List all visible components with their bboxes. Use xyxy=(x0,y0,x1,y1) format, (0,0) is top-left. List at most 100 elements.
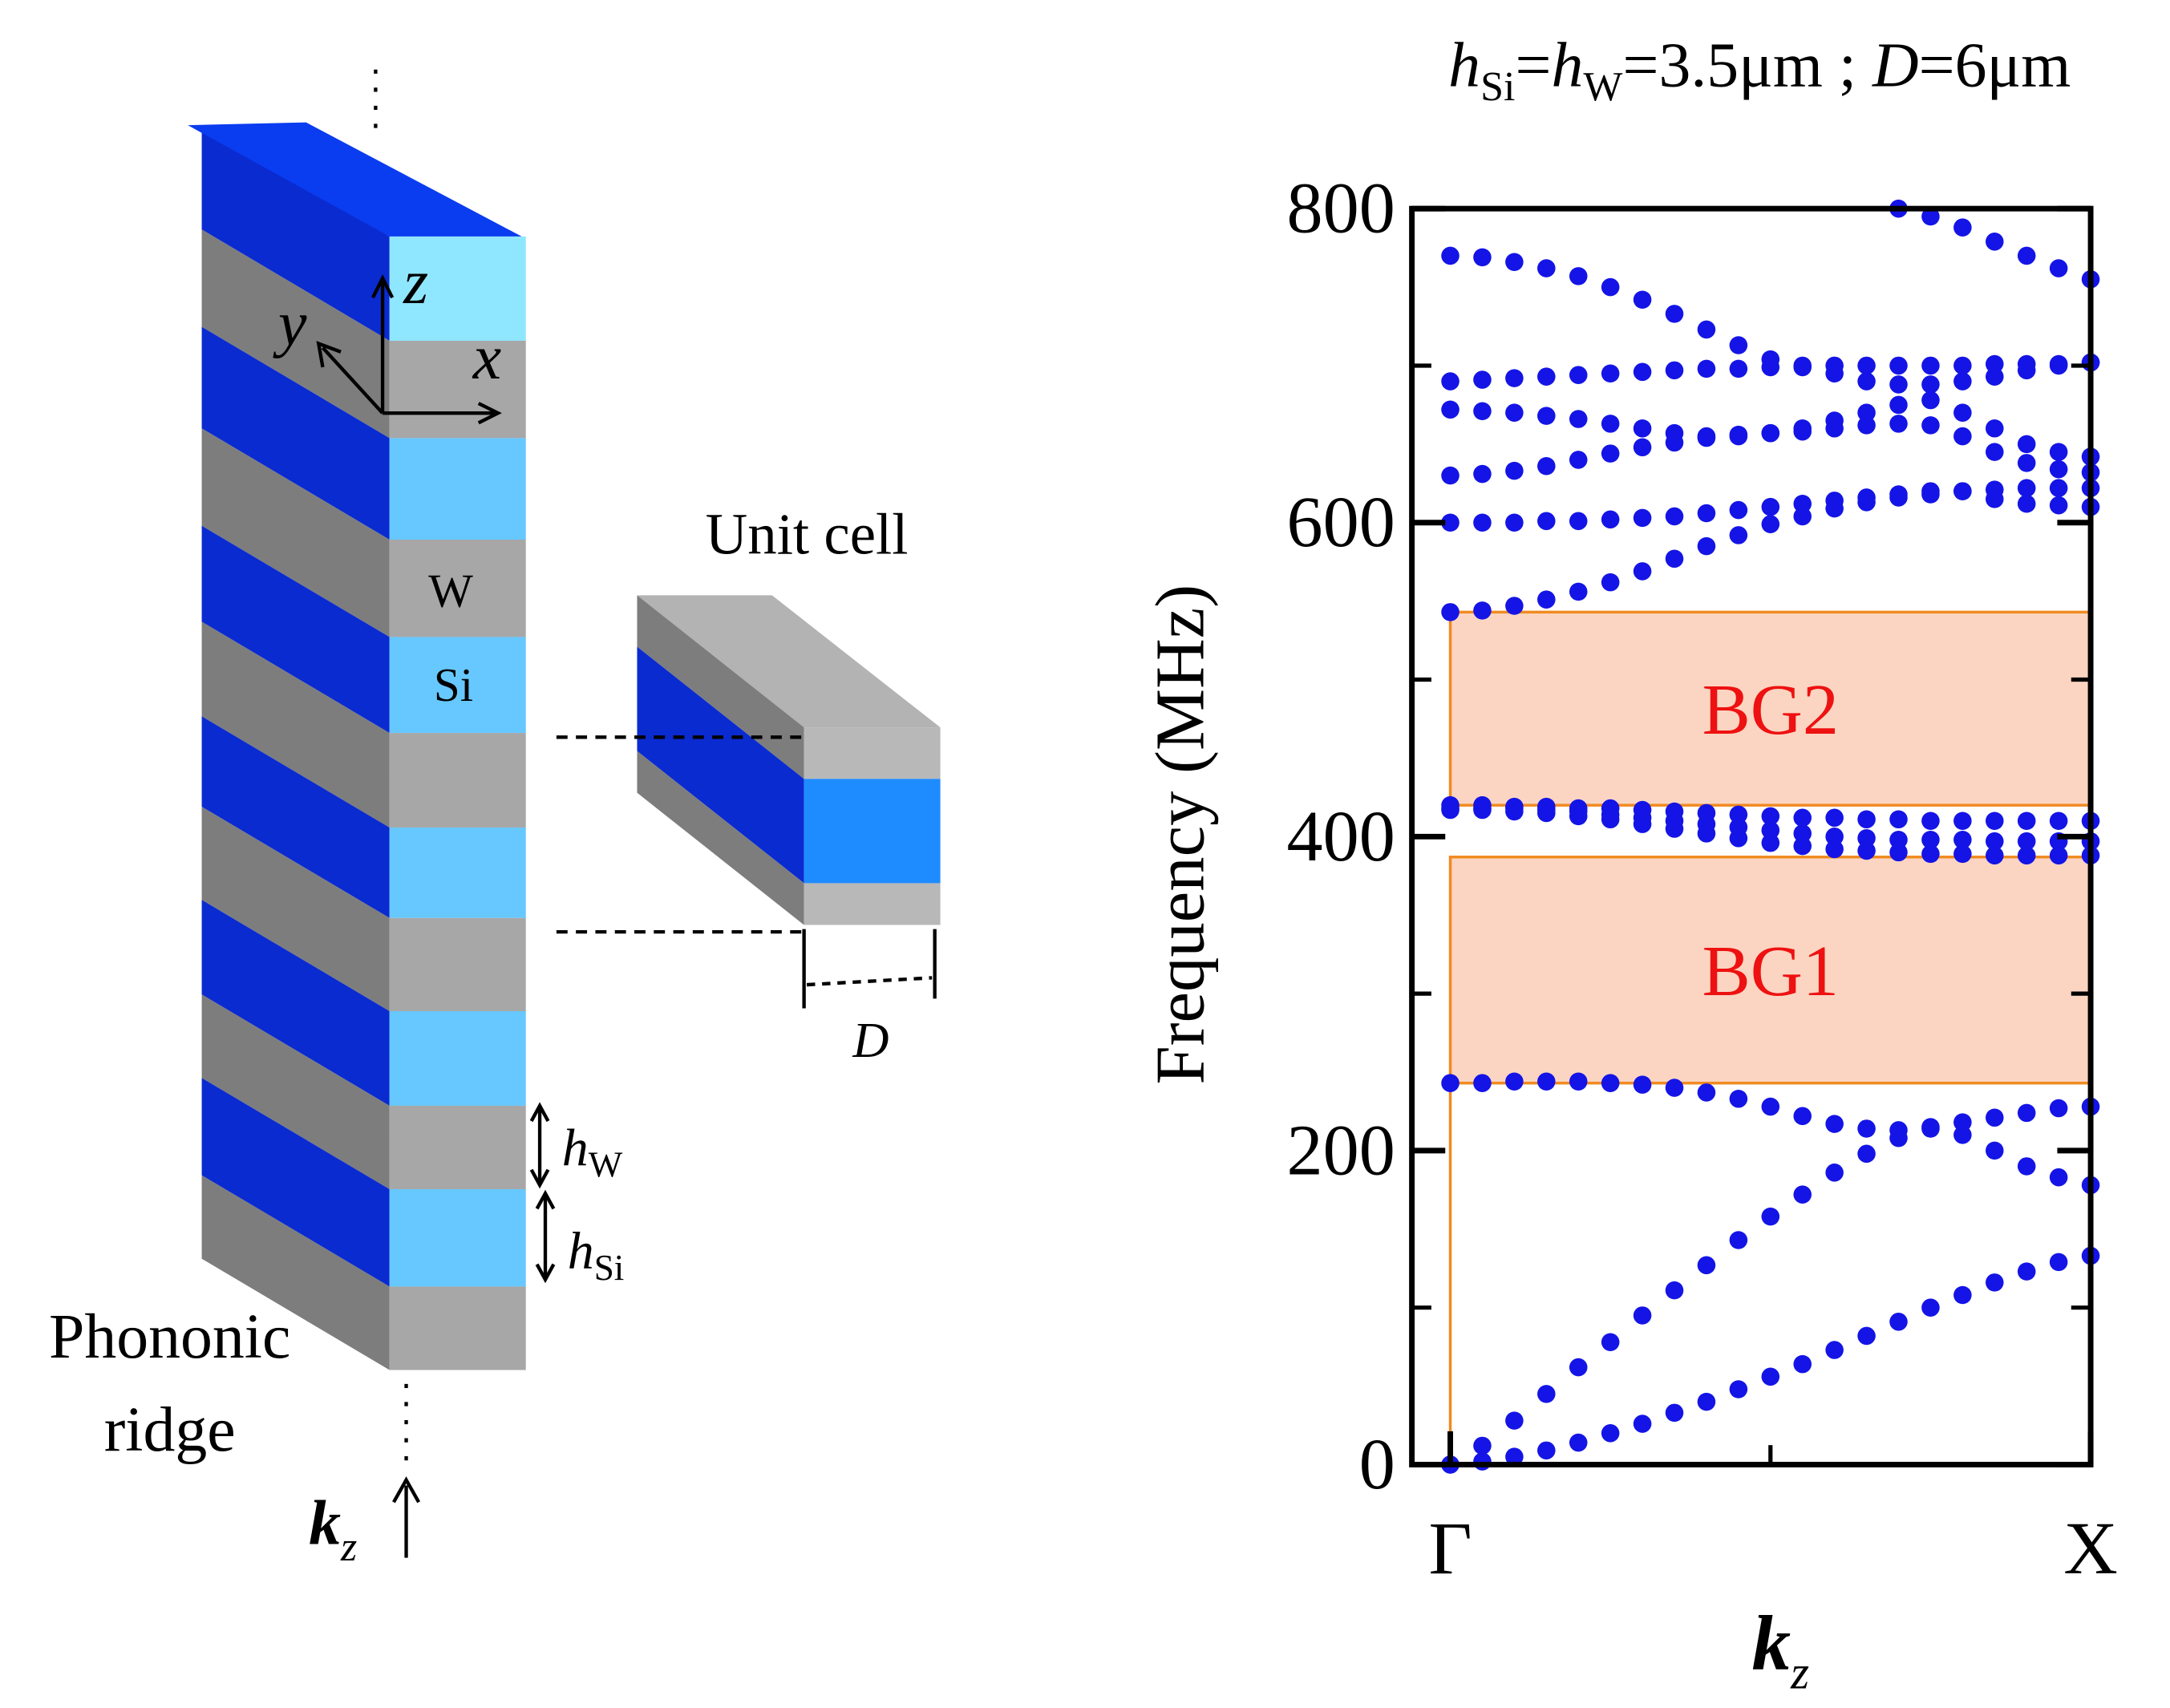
data-point xyxy=(1793,356,1812,375)
data-point xyxy=(1537,407,1556,425)
front-stripe xyxy=(389,637,526,734)
data-point xyxy=(1537,512,1556,531)
data-point xyxy=(1857,810,1876,829)
data-point xyxy=(1633,362,1652,382)
data-point xyxy=(1761,1097,1780,1116)
data-point xyxy=(1633,1075,1652,1094)
data-point xyxy=(2017,454,2036,472)
data-point xyxy=(1921,482,1940,500)
data-point xyxy=(1697,824,1716,843)
data-point xyxy=(1793,1185,1812,1204)
data-point xyxy=(1697,504,1716,523)
data-point xyxy=(1986,419,2004,438)
data-point xyxy=(1857,416,1876,435)
data-point xyxy=(1921,416,1940,435)
sub: z xyxy=(1790,1646,1809,1699)
data-point xyxy=(1569,366,1588,384)
data-point xyxy=(2017,1157,2036,1176)
data-point xyxy=(1665,1079,1684,1097)
data-point xyxy=(1633,1306,1652,1325)
data-point xyxy=(1473,402,1492,421)
layer-si: Si xyxy=(434,658,473,711)
data-point xyxy=(1601,573,1620,592)
h-si-label: hSi xyxy=(568,1222,625,1288)
data-point xyxy=(1473,800,1492,820)
front-stripe xyxy=(389,733,526,828)
data-point xyxy=(1697,803,1716,823)
data-point xyxy=(2017,1103,2036,1123)
data-point xyxy=(1889,375,1908,394)
data-point xyxy=(2017,1262,2036,1281)
data-point xyxy=(1986,367,2004,386)
data-point xyxy=(1953,218,1972,237)
side-stripe xyxy=(201,1175,390,1370)
front-stripe xyxy=(389,438,526,540)
data-point xyxy=(1441,372,1459,391)
data-point xyxy=(1921,844,1940,864)
k: k xyxy=(309,1487,341,1558)
data-point xyxy=(2049,1253,2068,1272)
y-tick-label: 200 xyxy=(1287,1110,1395,1190)
x-axis-label: kz xyxy=(1752,1600,1810,1698)
kz-label: kz xyxy=(309,1487,357,1570)
data-point xyxy=(2049,1168,2068,1187)
data-point xyxy=(2017,494,2036,513)
t: =3.5μm ; xyxy=(1622,30,1872,101)
data-point xyxy=(1986,354,2004,374)
data-point xyxy=(1441,1074,1459,1092)
side-stripe xyxy=(201,326,390,540)
data-point xyxy=(1889,810,1908,829)
cell-front xyxy=(804,883,941,925)
data-point xyxy=(1729,1380,1748,1398)
cell-top xyxy=(637,595,941,728)
data-point xyxy=(1505,369,1524,387)
data-point xyxy=(1921,207,1940,226)
data-point xyxy=(1441,603,1459,621)
data-point xyxy=(1505,513,1524,532)
data-point xyxy=(1793,824,1812,843)
period-label: D xyxy=(852,1012,889,1068)
data-point xyxy=(1921,830,1940,849)
front-stripe xyxy=(389,236,526,341)
sub: z xyxy=(340,1524,357,1570)
data-point xyxy=(1537,590,1556,609)
side-stripe xyxy=(201,807,390,1012)
y-tick-label: 0 xyxy=(1359,1424,1395,1504)
data-point xyxy=(1473,370,1492,389)
diagram-decor xyxy=(316,69,937,1558)
data-point xyxy=(1601,277,1620,297)
side-stripe xyxy=(201,621,390,828)
data-point xyxy=(1665,1281,1684,1300)
phononic-ridge xyxy=(188,122,941,1370)
data-point xyxy=(1633,1415,1652,1433)
data-point xyxy=(1697,427,1716,446)
data-point xyxy=(1986,812,2004,831)
ridge-label: Phononic xyxy=(49,1301,290,1372)
data-point xyxy=(1921,1298,1940,1317)
data-point xyxy=(1793,1107,1812,1126)
data-point xyxy=(1953,403,1972,422)
data-point xyxy=(1569,1072,1588,1091)
sub: Si xyxy=(594,1248,625,1288)
data-point xyxy=(1825,411,1844,430)
axis-z: z xyxy=(403,247,428,318)
y-tick-label: 600 xyxy=(1287,482,1395,562)
data-point xyxy=(1473,1452,1492,1471)
data-point xyxy=(1825,840,1844,859)
t: = xyxy=(1515,30,1551,101)
data-point xyxy=(1761,821,1780,840)
front-stripe xyxy=(389,340,526,439)
data-point xyxy=(2017,846,2036,865)
data-point xyxy=(1889,395,1908,415)
data-point xyxy=(1473,601,1492,620)
data-point xyxy=(1921,391,1940,410)
t: =6μm xyxy=(1919,30,2071,101)
data-point xyxy=(1921,375,1940,394)
data-point xyxy=(1665,802,1684,821)
diagram-labels: z y x W Si Unit cell D hW hSi Phononic r… xyxy=(49,247,909,1570)
cell-side xyxy=(637,751,804,925)
data-point xyxy=(1473,1074,1492,1092)
side-stripe xyxy=(201,716,390,918)
data-point xyxy=(2017,361,2036,380)
data-point xyxy=(1857,841,1876,860)
